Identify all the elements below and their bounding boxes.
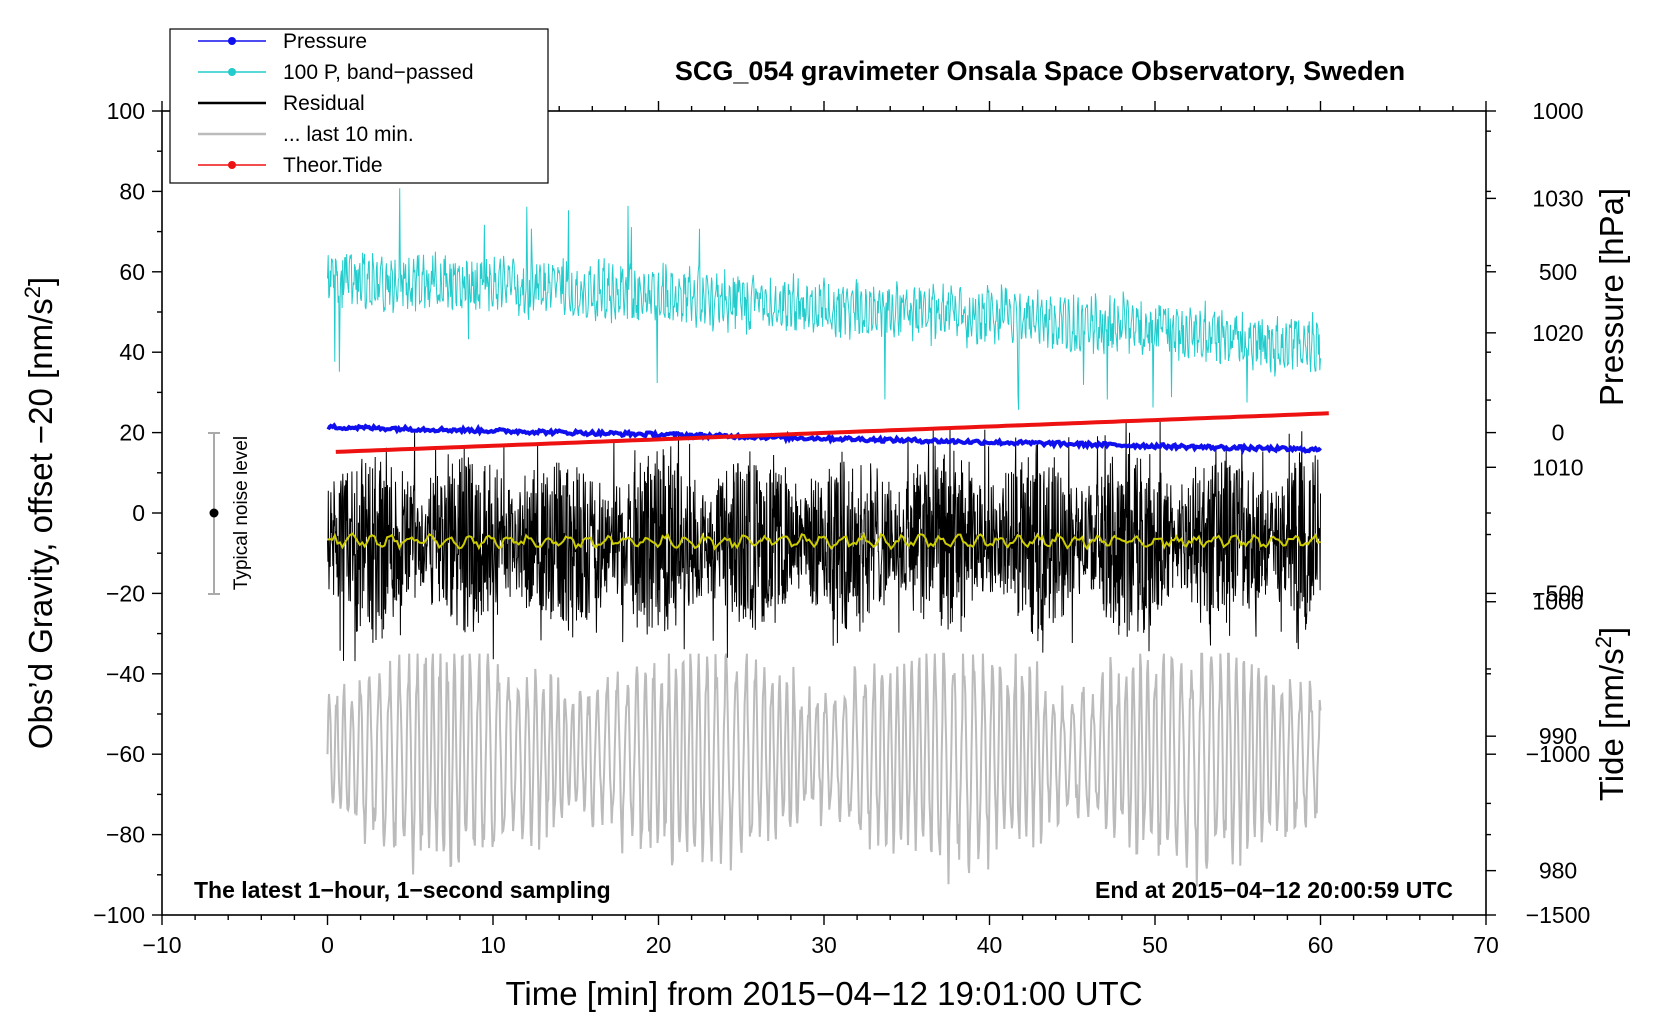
series-theoretical-tide: [335, 411, 1329, 454]
annotation-end-time: End at 2015−04−12 20:00:59 UTC: [1095, 877, 1453, 903]
y-tick-label: −20: [106, 580, 145, 606]
legend-label-3: ... last 10 min.: [283, 123, 414, 146]
chart-title: SCG_054 gravimeter Onsala Space Observat…: [675, 56, 1405, 86]
x-tick-label: 40: [977, 932, 1003, 958]
pressure-tick-label: 1030: [1532, 185, 1583, 211]
y-tick-label: 80: [119, 178, 145, 204]
pressure-axis-label: Pressure [hPa]: [1593, 188, 1630, 406]
y-axis-label: Obs’d Gravity, offset −20 [nm/s2]: [20, 277, 59, 749]
x-tick-label: 20: [646, 932, 672, 958]
series-pressure-band-passed: [327, 188, 1321, 410]
annotation-sampling: The latest 1−hour, 1−second sampling: [194, 877, 611, 903]
x-tick-label: −10: [142, 932, 181, 958]
tide-axis-label: Tide [nm/s2]: [1591, 627, 1630, 801]
legend-marker-1: [228, 68, 236, 76]
y-tick-label: −60: [106, 741, 145, 767]
y-tick-label: −80: [106, 822, 145, 848]
legend-label-0: Pressure: [283, 30, 367, 53]
plot-lines: [326, 188, 1329, 887]
x-tick-label: 0: [321, 932, 334, 958]
y-tick-label: 20: [119, 420, 145, 446]
series-residual: [327, 421, 1321, 662]
x-tick-label: 50: [1142, 932, 1168, 958]
x-tick-label: 60: [1308, 932, 1334, 958]
y-tick-label: 40: [119, 339, 145, 365]
pressure-tick-label: 1010: [1532, 454, 1583, 480]
tide-tick-label: 1000: [1532, 98, 1583, 124]
y-axis-left: −100 −80 −60 −40 −20 0 20 40 60 80 100: [93, 98, 162, 928]
x-tick-label: 10: [480, 932, 506, 958]
legend-label-4: Theor.Tide: [283, 154, 383, 177]
y-axis-pressure: 980 990 1000 1010 1020 1030: [1486, 130, 1584, 884]
y-tick-label: 60: [119, 259, 145, 285]
legend-box: [169, 28, 549, 184]
series-last-10-min: [326, 652, 1322, 887]
noise-level-indicator: Typical noise level: [208, 432, 252, 595]
pressure-tick-label: 1000: [1532, 589, 1583, 615]
x-axis-label: Time [min] from 2015−04−12 19:01:00 UTC: [505, 975, 1142, 1012]
tide-tick-label: −1500: [1526, 902, 1591, 928]
legend-marker-0: [228, 37, 236, 45]
y-tick-label: −100: [93, 902, 145, 928]
pressure-tick-label: 1020: [1532, 320, 1583, 346]
pressure-tick-label: 980: [1539, 858, 1577, 884]
legend: Pressure 100 P, band−passed Residual ... la…: [169, 28, 549, 184]
noise-bar-center: [209, 508, 219, 518]
y-tick-label: 100: [107, 98, 145, 124]
noise-level-label: Typical noise level: [231, 436, 252, 590]
x-tick-label: 70: [1473, 932, 1499, 958]
pressure-tick-label: 990: [1539, 723, 1577, 749]
y-tick-label: −40: [106, 661, 145, 687]
series-residual-smoothed: [327, 531, 1321, 551]
tide-tick-label: 0: [1552, 420, 1565, 446]
y-axis-tide: −1500 −1000 −500 0 500 1000: [1486, 98, 1590, 928]
legend-label-2: Residual: [283, 92, 365, 115]
tide-tick-label: −500: [1532, 580, 1584, 606]
legend-label-1: 100 P, band−passed: [283, 61, 474, 84]
x-tick-label: 30: [811, 932, 837, 958]
series-pressure: [326, 422, 1322, 455]
y-tick-label: 0: [132, 500, 145, 526]
legend-marker-4: [228, 161, 236, 169]
tide-tick-label: −1000: [1526, 741, 1591, 767]
tide-tick-label: 500: [1539, 259, 1577, 285]
